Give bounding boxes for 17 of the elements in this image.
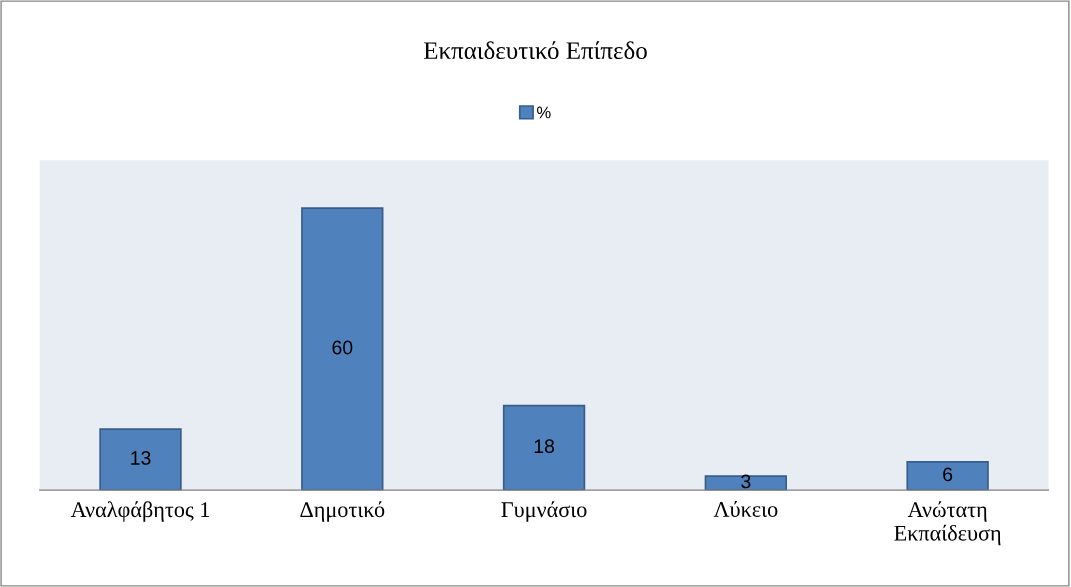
data-label: 13 [131, 451, 151, 465]
bar [906, 461, 989, 491]
legend-label: % [537, 106, 551, 119]
chart-title: Εκπαιδευτικό Επίπεδο [423, 41, 647, 60]
bar [502, 404, 586, 491]
x-tick-label: Δημοτικό [300, 501, 385, 522]
x-tick-label: Αναλφάβητος 1 [70, 501, 210, 522]
bar [99, 428, 182, 491]
data-label: 60 [332, 340, 353, 355]
data-label: 3 [741, 474, 751, 489]
x-tick-label: Λύκειο [713, 501, 778, 517]
bar [301, 207, 384, 491]
x-tick-label: Γυμνάσιο [501, 501, 587, 522]
data-label: 18 [534, 439, 555, 454]
data-label: 6 [943, 467, 953, 482]
bar [704, 475, 788, 491]
x-tick-label: Ανώτατη Εκπαίδευση [894, 501, 1001, 546]
